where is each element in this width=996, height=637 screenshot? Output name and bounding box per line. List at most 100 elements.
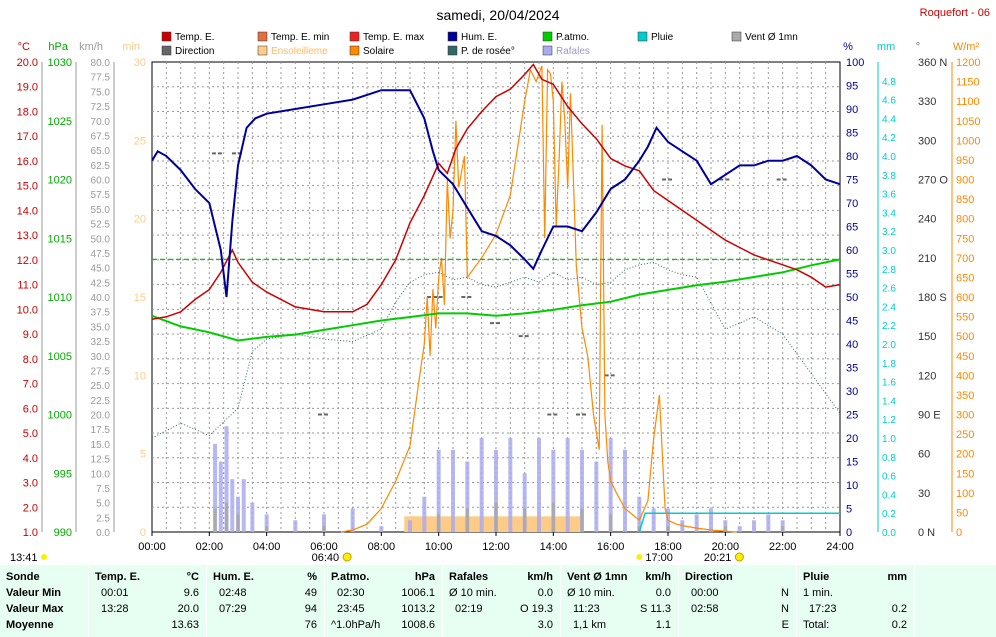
wind-axis-label: 72.5 [91,102,111,113]
press-min-time: 02:30 [337,587,365,599]
hum-header: Hum. E. [213,571,254,583]
rain-column: Pluie mm 1 min. 17:23 0.2 Total: 0.2 [796,565,915,637]
sun-axis-label: 30 [134,57,146,69]
solar-axis-label: 50 [956,507,968,519]
legend-swatch [349,45,360,56]
solar-axis-unit: W/m² [953,41,980,53]
rain-axis-label: 2.2 [882,321,896,332]
hum-axis-unit: % [843,41,853,53]
rain-axis-label: 4.4 [882,114,896,125]
solar-axis-label: 450 [956,351,974,363]
hum-axis-label: 25 [846,410,858,422]
press-trend: ^1.0hPa/h [331,619,381,631]
wind-axis-label: 20.0 [91,411,111,422]
dir-min-time: 00:00 [691,587,719,599]
temp-axis-label: 4.0 [23,453,38,465]
press-unit: hPa [414,571,435,583]
wind-axis-label: 65.0 [91,146,111,157]
wind-axis-label: 75.0 [91,87,111,98]
wind-axis-label: 17.5 [91,425,111,436]
hum-axis-label: 30 [846,386,858,398]
wind-axis-label: 7.5 [96,484,110,495]
sunshine-bar [453,516,468,532]
legend-swatch [447,31,458,42]
temperature-line [151,63,841,321]
wind-column: Vent Ø 1mn km/h Ø 10 min. 0.0 11:23 S 11.3 … [560,565,679,637]
legend-label: Pluie [651,32,674,43]
wind-bar [609,514,613,532]
solar-axis-label: 550 [956,312,974,324]
sun-axis-label: 15 [134,292,146,304]
legend-swatch [257,45,268,56]
humidity-line [151,89,841,298]
hum-axis-label: 65 [846,222,858,234]
wind-axis-label: 60.0 [91,176,111,187]
sun-axis-unit: min [122,41,140,53]
rain-axis-label: 3.6 [882,190,896,201]
wind-axis-label: 42.5 [91,278,111,289]
wind-max-time: 11:23 [573,603,600,615]
press-min: 1006.1 [401,587,435,599]
rain-axis-label: 3.4 [882,208,896,219]
temp-axis-label: 1.0 [23,527,38,539]
hum-axis-label: 5 [846,504,852,516]
wind-axis-label: 40.0 [91,293,111,304]
wind-axis-label: 37.5 [91,308,111,319]
wind-axis-label: 10.0 [91,469,111,480]
rain-axis-label: 0.8 [882,453,896,464]
temp-axis-label: 20.0 [17,57,38,69]
wind-axis-label: 80.0 [91,58,111,69]
temp-axis-label: 9.0 [23,329,38,341]
sunset-label: 20:21 [704,552,732,564]
gust-bar [637,496,642,532]
sun-axis-label: 25 [134,135,146,147]
row-label-sonde: Sonde [6,571,40,583]
rain-axis-label: 0.4 [882,490,896,501]
wind-axis-label: 30.0 [91,352,111,363]
legend-label: Hum. E. [461,32,497,43]
press-axis-label: 990 [54,527,72,539]
sunshine-bar [410,516,425,532]
summary-table: Sonde Valeur Min Valeur Max Moyenne Temp… [0,565,996,637]
temp-column: Temp. E. °C 00:01 9.6 13:28 20.0 13.63 [88,565,207,637]
temp-mean: 13.63 [171,619,199,631]
legend-label: Temp. E. min [271,32,329,43]
gust-bar [293,520,298,532]
dir-column: Direction 00:00 N 02:58 N E [678,565,797,637]
gust-header: Rafales [449,571,489,583]
legend-label: Vent Ø 1mn [745,32,798,43]
solar-axis-label: 900 [956,175,974,187]
temp-axis-label: 8.0 [23,354,38,366]
dir-min: N [781,587,789,599]
rain-axis-label: 4.2 [882,133,896,144]
legend-swatch [447,45,458,56]
hum-axis-label: 70 [846,198,858,210]
solar-axis-label: 750 [956,233,974,245]
wind-axis-label: 22.5 [91,396,111,407]
wind-header: Vent Ø 1mn [567,571,628,583]
gust-bar [680,520,685,532]
wind-axis-label: 12.5 [91,455,111,466]
wind-bar [523,508,527,532]
solar-line [341,65,737,533]
rain-axis-label: 1.4 [882,396,896,407]
legend-swatch [161,31,172,42]
hum-axis-label: 20 [846,433,858,445]
press-axis-label: 1020 [48,175,72,187]
wind-bar [494,502,498,532]
gust-bar [422,496,427,532]
x-tick-label: 14:00 [540,541,568,553]
x-tick-label: 12:00 [482,541,510,553]
hum-axis-label: 0 [846,527,852,539]
x-tick-label: 02:00 [196,541,224,553]
dir-axis-label: 300 [918,135,936,147]
hum-unit: % [307,571,317,583]
sun-axis-label: 10 [134,370,146,382]
rain-max: 0.2 [891,603,907,615]
x-tick-label: 24:00 [826,541,854,553]
hum-axis-label: 95 [846,81,858,93]
dir-axis-label: 330 [918,96,936,108]
wind-axis-label: 70.0 [91,117,111,128]
hum-column: Hum. E.% 02:48 49 07:29 94 76 [206,565,325,637]
gust-bar [537,438,541,532]
